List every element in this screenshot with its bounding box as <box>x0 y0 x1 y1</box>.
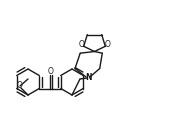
Text: N: N <box>85 72 91 82</box>
Text: O: O <box>104 40 110 49</box>
Text: O: O <box>79 40 85 49</box>
Text: O: O <box>17 82 23 91</box>
Text: O: O <box>48 67 54 75</box>
